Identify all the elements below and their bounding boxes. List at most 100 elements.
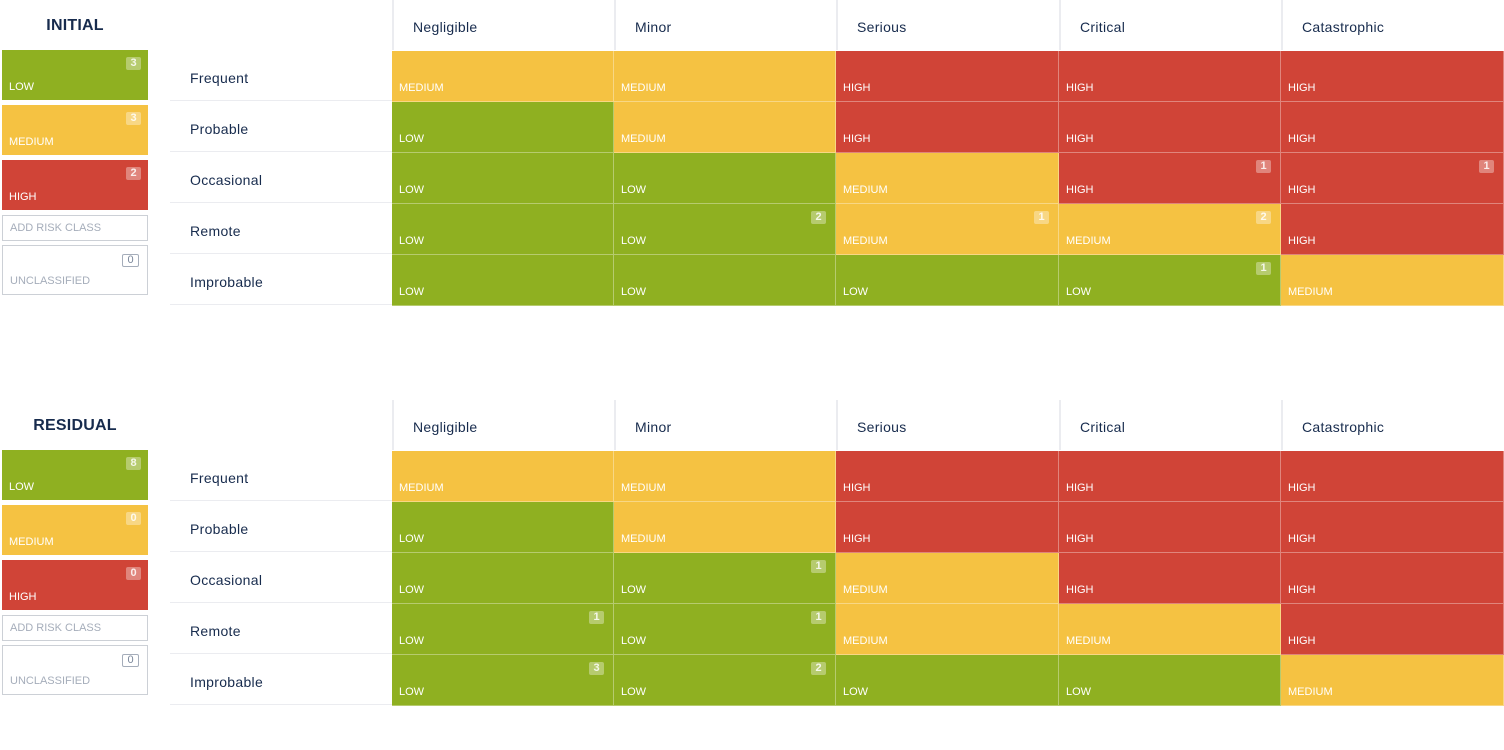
risk-cell[interactable]: LOW 1: [392, 604, 614, 655]
risk-cell[interactable]: HIGH: [1281, 204, 1504, 255]
risk-cell[interactable]: MEDIUM: [614, 51, 836, 102]
risk-cell[interactable]: MEDIUM: [392, 51, 614, 102]
risk-cell[interactable]: LOW: [392, 553, 614, 604]
legend-low[interactable]: LOW 3: [2, 50, 148, 100]
risk-cell-level: MEDIUM: [1066, 235, 1111, 247]
risk-cell[interactable]: LOW 1: [1059, 255, 1281, 306]
risk-cell-level: MEDIUM: [843, 184, 888, 196]
risk-cell-level: HIGH: [843, 133, 871, 145]
risk-cell-count-badge: 1: [1256, 262, 1271, 275]
risk-cell-level: LOW: [399, 286, 425, 298]
risk-cell[interactable]: HIGH: [836, 102, 1059, 153]
legend-label: MEDIUM: [9, 136, 54, 148]
severity-header: Critical: [1059, 400, 1281, 450]
risk-grid: MEDIUM MEDIUM HIGH HIGH HIGH LOW MEDIUM HIGH HIG…: [392, 51, 1504, 306]
risk-cell[interactable]: HIGH: [1059, 553, 1281, 604]
severity-header: Serious: [836, 0, 1059, 50]
likelihood-header: Remote: [170, 604, 392, 654]
risk-cell[interactable]: LOW 2: [614, 655, 836, 706]
risk-cell[interactable]: MEDIUM: [1281, 655, 1504, 706]
legend-low[interactable]: LOW 8: [2, 450, 148, 500]
matrix-title: INITIAL: [46, 17, 104, 34]
risk-cell[interactable]: LOW: [392, 153, 614, 204]
risk-cell[interactable]: HIGH: [1281, 502, 1504, 553]
add-risk-class-input[interactable]: [2, 615, 148, 641]
severity-header: Negligible: [392, 400, 614, 450]
risk-cell-level: LOW: [1066, 286, 1092, 298]
risk-cell-count-badge: 1: [811, 560, 826, 573]
legend-label: MEDIUM: [9, 536, 54, 548]
risk-cell[interactable]: MEDIUM: [836, 604, 1059, 655]
risk-cell[interactable]: HIGH: [1281, 553, 1504, 604]
risk-cell[interactable]: MEDIUM: [614, 102, 836, 153]
risk-cell-count-badge: 2: [811, 211, 826, 224]
severity-header: Minor: [614, 400, 836, 450]
risk-cell[interactable]: HIGH: [1281, 604, 1504, 655]
risk-cell[interactable]: MEDIUM 1: [836, 204, 1059, 255]
risk-cell[interactable]: LOW: [392, 502, 614, 553]
legend-medium[interactable]: MEDIUM 0: [2, 505, 148, 555]
add-risk-class-input[interactable]: [2, 215, 148, 241]
risk-cell[interactable]: LOW: [392, 255, 614, 306]
risk-cell[interactable]: HIGH: [836, 451, 1059, 502]
unclassified-label: UNCLASSIFIED: [10, 275, 91, 287]
risk-cell[interactable]: MEDIUM: [392, 451, 614, 502]
unclassified-bucket[interactable]: UNCLASSIFIED 0: [2, 645, 148, 695]
risk-cell-count-badge: 2: [811, 662, 826, 675]
risk-cell[interactable]: MEDIUM: [614, 451, 836, 502]
risk-cell[interactable]: MEDIUM: [1281, 255, 1504, 306]
legend-high[interactable]: HIGH 0: [2, 560, 148, 610]
legend-label: HIGH: [9, 591, 37, 603]
risk-cell[interactable]: LOW: [392, 102, 614, 153]
risk-cell[interactable]: HIGH: [1281, 102, 1504, 153]
risk-cell-level: MEDIUM: [843, 635, 888, 647]
legend-medium[interactable]: MEDIUM 3: [2, 105, 148, 155]
unclassified-label: UNCLASSIFIED: [10, 675, 91, 687]
risk-cell-level: HIGH: [1288, 184, 1316, 196]
risk-cell[interactable]: MEDIUM: [614, 502, 836, 553]
risk-cell[interactable]: HIGH: [1059, 502, 1281, 553]
risk-cell[interactable]: MEDIUM: [836, 553, 1059, 604]
risk-cell[interactable]: MEDIUM: [1059, 604, 1281, 655]
severity-header: Minor: [614, 0, 836, 50]
risk-cell-level: LOW: [621, 584, 647, 596]
risk-cell[interactable]: HIGH: [1059, 451, 1281, 502]
risk-cell[interactable]: HIGH 1: [1281, 153, 1504, 204]
unclassified-bucket[interactable]: UNCLASSIFIED 0: [2, 245, 148, 295]
risk-cell[interactable]: LOW: [614, 153, 836, 204]
risk-grid: MEDIUM MEDIUM HIGH HIGH HIGH LOW MEDIUM HIGH HIG…: [392, 451, 1504, 706]
risk-cell-level: LOW: [621, 184, 647, 196]
risk-cell[interactable]: LOW: [836, 255, 1059, 306]
risk-cell[interactable]: LOW 2: [614, 204, 836, 255]
risk-cell[interactable]: HIGH: [836, 51, 1059, 102]
risk-cell-level: MEDIUM: [621, 533, 666, 545]
risk-cell-level: HIGH: [1288, 82, 1316, 94]
risk-cell[interactable]: HIGH 1: [1059, 153, 1281, 204]
risk-cell[interactable]: HIGH: [1281, 51, 1504, 102]
risk-cell[interactable]: LOW: [1059, 655, 1281, 706]
risk-cell[interactable]: LOW: [392, 204, 614, 255]
risk-cell[interactable]: LOW: [836, 655, 1059, 706]
risk-cell[interactable]: HIGH: [1059, 51, 1281, 102]
risk-cell[interactable]: LOW 3: [392, 655, 614, 706]
risk-cell[interactable]: LOW 1: [614, 604, 836, 655]
risk-cell[interactable]: LOW 1: [614, 553, 836, 604]
risk-cell-level: LOW: [399, 635, 425, 647]
severity-headers: Negligible Minor Serious Critical Catastroph…: [392, 0, 1504, 50]
risk-cell-level: HIGH: [1288, 533, 1316, 545]
legend-high[interactable]: HIGH 2: [2, 160, 148, 210]
risk-cell-count-badge: 1: [1256, 160, 1271, 173]
risk-cell-level: MEDIUM: [843, 584, 888, 596]
likelihood-header: Probable: [170, 102, 392, 152]
likelihood-header: Remote: [170, 204, 392, 254]
risk-cell[interactable]: MEDIUM: [836, 153, 1059, 204]
likelihood-header: Probable: [170, 502, 392, 552]
severity-header: Catastrophic: [1281, 0, 1504, 50]
risk-cell-level: LOW: [621, 235, 647, 247]
likelihood-header: Improbable: [170, 255, 392, 305]
risk-cell[interactable]: HIGH: [836, 502, 1059, 553]
risk-cell[interactable]: MEDIUM 2: [1059, 204, 1281, 255]
risk-cell[interactable]: HIGH: [1059, 102, 1281, 153]
risk-cell[interactable]: LOW: [614, 255, 836, 306]
risk-cell[interactable]: HIGH: [1281, 451, 1504, 502]
